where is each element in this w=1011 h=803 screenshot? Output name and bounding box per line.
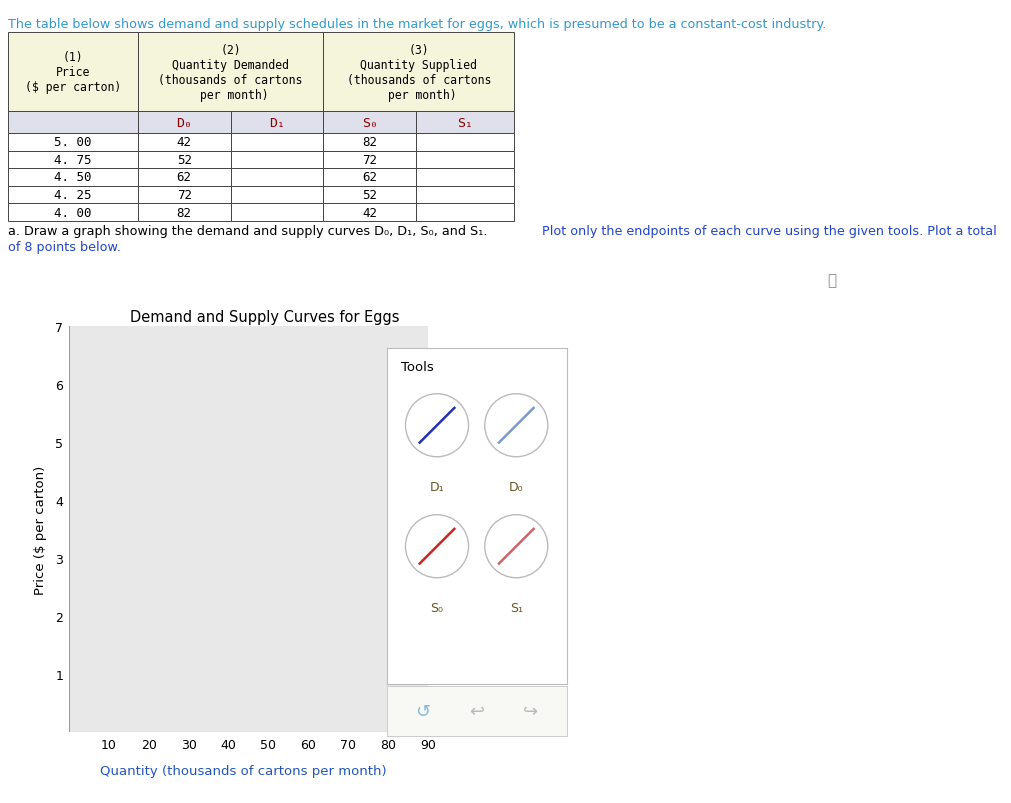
- Bar: [231, 152, 324, 169]
- Bar: [416, 134, 514, 152]
- Text: 5. 00: 5. 00: [55, 137, 92, 149]
- Text: ↪: ↪: [523, 703, 538, 720]
- Text: The table below shows demand and supply schedules in the market for eggs, which : The table below shows demand and supply …: [8, 18, 826, 31]
- Bar: [324, 152, 416, 169]
- Bar: [137, 186, 231, 204]
- Text: D₁: D₁: [269, 116, 285, 129]
- Text: Quantity (thousands of cartons per month): Quantity (thousands of cartons per month…: [100, 764, 386, 777]
- Bar: [8, 33, 137, 112]
- Text: ↩: ↩: [469, 703, 483, 720]
- Text: 72: 72: [362, 153, 377, 167]
- Bar: [324, 169, 416, 186]
- Ellipse shape: [484, 394, 547, 457]
- Text: S₀: S₀: [430, 601, 443, 614]
- Text: 42: 42: [177, 137, 191, 149]
- Bar: [8, 186, 137, 204]
- Bar: [231, 112, 324, 134]
- Y-axis label: Price ($ per carton): Price ($ per carton): [34, 465, 47, 594]
- Text: of 8 points below.: of 8 points below.: [8, 241, 121, 254]
- Bar: [416, 112, 514, 134]
- Text: 82: 82: [177, 206, 191, 219]
- Bar: [137, 112, 231, 134]
- Bar: [324, 134, 416, 152]
- Text: S₁: S₁: [457, 116, 473, 129]
- Bar: [137, 204, 231, 222]
- Bar: [231, 169, 324, 186]
- Text: 42: 42: [362, 206, 377, 219]
- Bar: [231, 134, 324, 152]
- Ellipse shape: [405, 394, 468, 457]
- Text: 4. 50: 4. 50: [55, 171, 92, 184]
- Text: D₁: D₁: [430, 481, 444, 494]
- Text: 52: 52: [177, 153, 191, 167]
- Text: D₀: D₀: [176, 116, 192, 129]
- Text: 62: 62: [177, 171, 191, 184]
- Bar: [416, 152, 514, 169]
- Bar: [231, 186, 324, 204]
- Bar: [137, 169, 231, 186]
- Text: 4. 75: 4. 75: [55, 153, 92, 167]
- Text: Demand and Supply Curves for Eggs: Demand and Supply Curves for Eggs: [129, 309, 398, 324]
- Bar: [324, 186, 416, 204]
- Text: 4. 25: 4. 25: [55, 189, 92, 202]
- Text: (1)
Price
($ per carton): (1) Price ($ per carton): [25, 51, 121, 94]
- Bar: [416, 204, 514, 222]
- Text: Tools: Tools: [400, 361, 434, 373]
- Text: (3)
Quantity Supplied
(thousands of cartons
 per month): (3) Quantity Supplied (thousands of cart…: [346, 43, 490, 101]
- Bar: [137, 33, 324, 112]
- Bar: [416, 169, 514, 186]
- Text: S₀: S₀: [362, 116, 377, 129]
- Bar: [8, 152, 137, 169]
- Bar: [324, 33, 514, 112]
- Text: a. Draw a graph showing the demand and supply curves D₀, D₁, S₀, and S₁.: a. Draw a graph showing the demand and s…: [8, 225, 491, 238]
- Ellipse shape: [405, 515, 468, 578]
- Text: 62: 62: [362, 171, 377, 184]
- Bar: [8, 204, 137, 222]
- Bar: [324, 204, 416, 222]
- Bar: [8, 169, 137, 186]
- Text: Plot only the endpoints of each curve using the given tools. Plot a total: Plot only the endpoints of each curve us…: [542, 225, 996, 238]
- Text: ⓘ: ⓘ: [826, 273, 835, 288]
- Text: 4. 00: 4. 00: [55, 206, 92, 219]
- Bar: [231, 204, 324, 222]
- Bar: [8, 112, 137, 134]
- Text: D₀: D₀: [509, 481, 523, 494]
- Bar: [137, 134, 231, 152]
- Text: 72: 72: [177, 189, 191, 202]
- Text: (2)
Quantity Demanded
(thousands of cartons
 per month): (2) Quantity Demanded (thousands of cart…: [159, 43, 302, 101]
- Bar: [8, 134, 137, 152]
- Bar: [137, 152, 231, 169]
- Ellipse shape: [484, 515, 547, 578]
- Text: S₁: S₁: [510, 601, 523, 614]
- Bar: [324, 112, 416, 134]
- Text: 52: 52: [362, 189, 377, 202]
- Bar: [416, 186, 514, 204]
- Text: ↺: ↺: [415, 703, 430, 720]
- Text: 82: 82: [362, 137, 377, 149]
